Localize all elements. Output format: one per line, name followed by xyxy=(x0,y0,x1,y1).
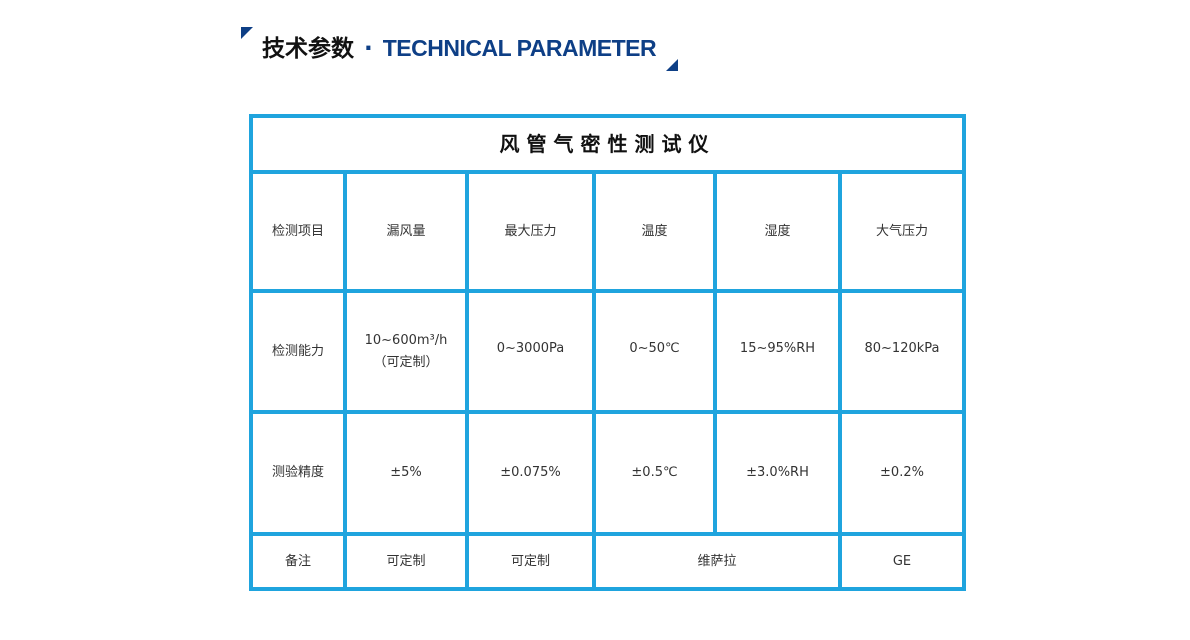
row-label: 检测项目 xyxy=(249,170,347,293)
corner-decoration-icon xyxy=(241,27,253,39)
corner-decoration-icon xyxy=(666,59,678,71)
table-cell: 大气压力 xyxy=(838,170,966,293)
row-label: 备注 xyxy=(249,532,347,591)
table-cell: ±0.2% xyxy=(838,410,966,536)
table-title: 风管气密性测试仪 xyxy=(249,114,966,174)
table-row: 检测能力 10~600m³/h （可定制） 0~3000Pa 0~50℃ 15~9… xyxy=(249,289,966,414)
heading-cn: 技术参数 xyxy=(262,36,354,62)
table-cell: 80~120kPa xyxy=(838,289,966,414)
table-cell: 漏风量 xyxy=(343,170,469,293)
table-cell: 湿度 xyxy=(713,170,842,293)
heading-separator: · xyxy=(364,36,373,62)
cell-value: 10~600m³/h xyxy=(364,332,448,348)
table-cell: ±3.0%RH xyxy=(713,410,842,536)
table-cell: GE xyxy=(838,532,966,591)
table-cell: 15~95%RH xyxy=(713,289,842,414)
table-cell: 可定制 xyxy=(343,532,469,591)
table-row: 测验精度 ±5% ±0.075% ±0.5℃ ±3.0%RH ±0.2% xyxy=(249,410,966,536)
cell-note: （可定制） xyxy=(373,354,439,370)
table-row: 检测项目 漏风量 最大压力 温度 湿度 大气压力 xyxy=(249,170,966,293)
table-cell: ±5% xyxy=(343,410,469,536)
table-cell: 0~3000Pa xyxy=(465,289,596,414)
table-cell: 最大压力 xyxy=(465,170,596,293)
row-label: 检测能力 xyxy=(249,289,347,414)
table-cell: ±0.5℃ xyxy=(592,410,717,536)
table-cell: ±0.075% xyxy=(465,410,596,536)
section-heading: 技术参数 · TECHNICAL PARAMETER xyxy=(262,32,657,65)
table-cell: 维萨拉 xyxy=(592,532,842,591)
parameter-table: 风管气密性测试仪 检测项目 漏风量 最大压力 温度 湿度 大气压力 检测能力 1… xyxy=(249,114,966,591)
table-cell: 可定制 xyxy=(465,532,596,591)
table-cell: 温度 xyxy=(592,170,717,293)
row-label: 测验精度 xyxy=(249,410,347,536)
table-cell: 0~50℃ xyxy=(592,289,717,414)
table-row: 备注 可定制 可定制 维萨拉 GE xyxy=(249,532,966,591)
table-cell: 10~600m³/h （可定制） xyxy=(343,289,469,414)
heading-en: TECHNICAL PARAMETER xyxy=(382,35,657,61)
